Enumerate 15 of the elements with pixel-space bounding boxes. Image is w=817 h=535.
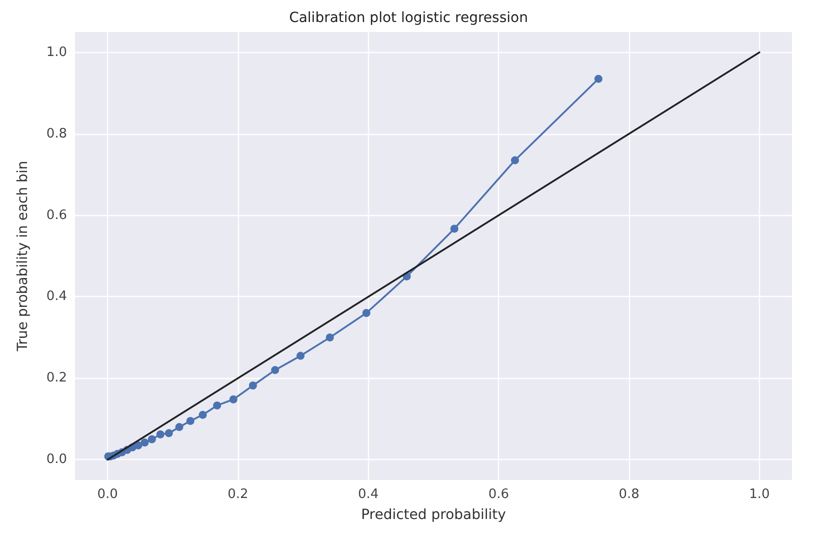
y-tick-label: 0.8 [46, 126, 67, 142]
y-tick-label: 0.6 [46, 208, 67, 223]
y-tick-label: 1.0 [46, 44, 67, 60]
x-tick-label: 0.4 [358, 487, 379, 502]
x-tick-label: 0.2 [228, 487, 248, 502]
x-tick-label: 0.6 [488, 487, 510, 502]
y-tick-label: 0.2 [46, 370, 67, 386]
chart-title: Calibration plot logistic regression [289, 10, 528, 26]
x-tick-label: 0.0 [97, 487, 118, 502]
x-tick-label: 0.8 [618, 487, 640, 502]
y-axis-title: True probability in each bin [15, 160, 31, 352]
y-tick-label: 0.0 [46, 452, 67, 468]
y-tick-label: 0.4 [46, 289, 67, 304]
x-axis-title: Predicted probability [361, 507, 506, 523]
x-tick-label: 1.0 [749, 487, 770, 502]
